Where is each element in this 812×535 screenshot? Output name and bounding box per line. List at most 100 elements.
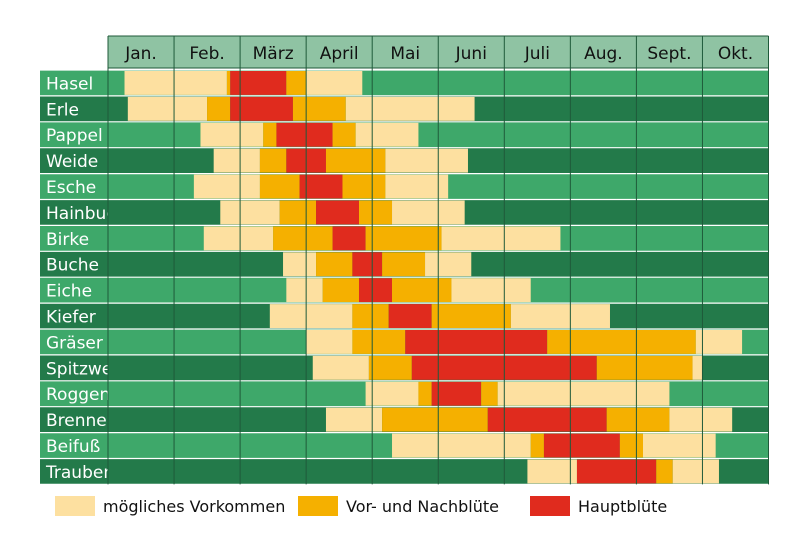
plant-label: Kiefer — [46, 308, 96, 328]
bloom-segment-vornach — [279, 200, 317, 225]
legend: Hauptblüte — [530, 492, 667, 520]
bloom-segment-moeglich — [672, 459, 719, 484]
bloom-segment-moeglich — [193, 174, 260, 199]
bloom-segment-vornach — [273, 226, 333, 251]
bloom-segment-vornach — [481, 381, 498, 406]
bloom-segment-vornach — [358, 200, 393, 225]
bloom-segment-moeglich — [345, 96, 475, 121]
bloom-segment-vornach — [316, 252, 353, 277]
month-label: Aug. — [584, 44, 623, 64]
bloom-segment-moeglich — [692, 355, 703, 380]
plant-label-bg — [40, 199, 108, 226]
bloom-segment-vornach — [325, 148, 386, 173]
bloom-segment-vornach — [431, 304, 511, 328]
legend-swatch-moeglich — [55, 496, 95, 516]
bloom-segment-haupt — [576, 459, 657, 484]
plant-label-bg — [40, 70, 108, 96]
plant-label: Gräser — [46, 333, 103, 353]
bloom-segment-vornach — [226, 71, 231, 95]
legend-label-vornach: Vor- und Nachblüte — [346, 496, 499, 516]
month-label: Sept. — [647, 44, 691, 64]
bloom-segment-haupt — [388, 304, 432, 328]
month-label: Feb. — [189, 44, 225, 64]
pollen-calendar-chart: Jan. Feb. März April Mai Juni Juli Aug. Sept. Okt… — [40, 35, 769, 485]
bloom-segment-haupt — [316, 200, 359, 225]
bloom-segment-vornach — [596, 355, 693, 380]
bloom-segment-moeglich — [220, 200, 280, 225]
bloom-segment-moeglich — [527, 459, 577, 484]
bloom-segment-moeglich — [200, 122, 264, 147]
bloom-segment-moeglich — [312, 355, 369, 380]
bloom-segment-moeglich — [269, 304, 353, 328]
bloom-segment-vornach — [656, 459, 673, 484]
plant-label-bg — [40, 458, 108, 485]
legend-label-haupt: Hauptblüte — [578, 496, 668, 516]
legend-swatch-haupt — [530, 496, 570, 516]
month-label: Okt. — [718, 44, 753, 64]
plant-label-bg — [40, 173, 108, 200]
bloom-segment-haupt — [352, 252, 383, 277]
bloom-segment-vornach — [292, 96, 346, 121]
bloom-segment-haupt — [332, 226, 366, 251]
bloom-segment-haupt — [405, 330, 548, 354]
month-label: Mai — [390, 44, 420, 64]
bloom-segment-moeglich — [669, 407, 733, 432]
legend-swatch-vornach — [298, 496, 338, 516]
bloom-segment-moeglich — [127, 96, 208, 121]
bloom-segment-moeglich — [385, 148, 468, 173]
chart-rows — [108, 70, 769, 485]
plant-label: Pappel — [46, 126, 103, 146]
month-grid — [40, 35, 769, 485]
bloom-segment-vornach — [365, 226, 442, 251]
bloom-segment-moeglich — [283, 252, 317, 277]
plant-label-bg — [40, 329, 108, 355]
bloom-segment-vornach — [342, 174, 386, 199]
bloom-segment-moeglich — [124, 71, 227, 95]
plant-label-bg — [40, 406, 108, 433]
month-label: Juni — [455, 44, 487, 64]
legend: Vor- und Nachblüte — [298, 492, 499, 520]
bloom-segment-vornach — [606, 407, 670, 432]
legend: mögliches Vorkommen — [55, 492, 285, 520]
legend-label-moeglich: mögliches Vorkommen — [103, 496, 286, 516]
plant-label: Roggen — [46, 385, 110, 405]
month-label: März — [253, 44, 294, 64]
bloom-segment-moeglich — [695, 330, 743, 354]
bloom-segment-vornach — [619, 433, 644, 458]
plant-label-bg — [40, 225, 108, 252]
plant-label-bg — [40, 354, 108, 381]
plant-label: Hasel — [46, 74, 93, 94]
plant-label-bg — [40, 121, 108, 148]
plant-label-bg — [40, 147, 108, 174]
bloom-segment-haupt — [230, 96, 293, 121]
bloom-segment-moeglich — [365, 381, 419, 406]
bloom-segment-moeglich — [325, 407, 383, 432]
bloom-segment-moeglich — [203, 226, 274, 251]
bloom-segment-haupt — [299, 174, 343, 199]
bloom-segment-vornach — [382, 252, 426, 277]
bloom-segment-haupt — [358, 278, 393, 303]
plant-label: Birke — [46, 230, 89, 250]
bloom-segment-moeglich — [306, 71, 363, 95]
bloom-segment-moeglich — [355, 122, 419, 147]
bloom-segment-vornach — [382, 407, 488, 432]
bloom-segment-moeglich — [213, 148, 260, 173]
bloom-segment-moeglich — [306, 330, 353, 354]
bloom-segment-moeglich — [385, 174, 449, 199]
plant-label: Erle — [46, 100, 79, 120]
plant-label: Beifuß — [46, 437, 100, 457]
bloom-segment-haupt — [230, 71, 287, 95]
month-label: Juli — [524, 44, 550, 64]
plant-label: Buche — [46, 256, 99, 276]
bloom-segment-vornach — [530, 433, 544, 458]
bloom-segment-haupt — [543, 433, 620, 458]
plant-label-bg — [40, 251, 108, 278]
plant-label-bg — [40, 432, 108, 459]
bloom-segment-vornach — [418, 381, 432, 406]
bloom-segment-vornach — [352, 304, 389, 328]
bloom-segment-moeglich — [497, 381, 670, 406]
bloom-segment-vornach — [322, 278, 359, 303]
bloom-segment-haupt — [487, 407, 607, 432]
month-label: April — [320, 44, 359, 64]
bloom-segment-moeglich — [510, 304, 610, 328]
